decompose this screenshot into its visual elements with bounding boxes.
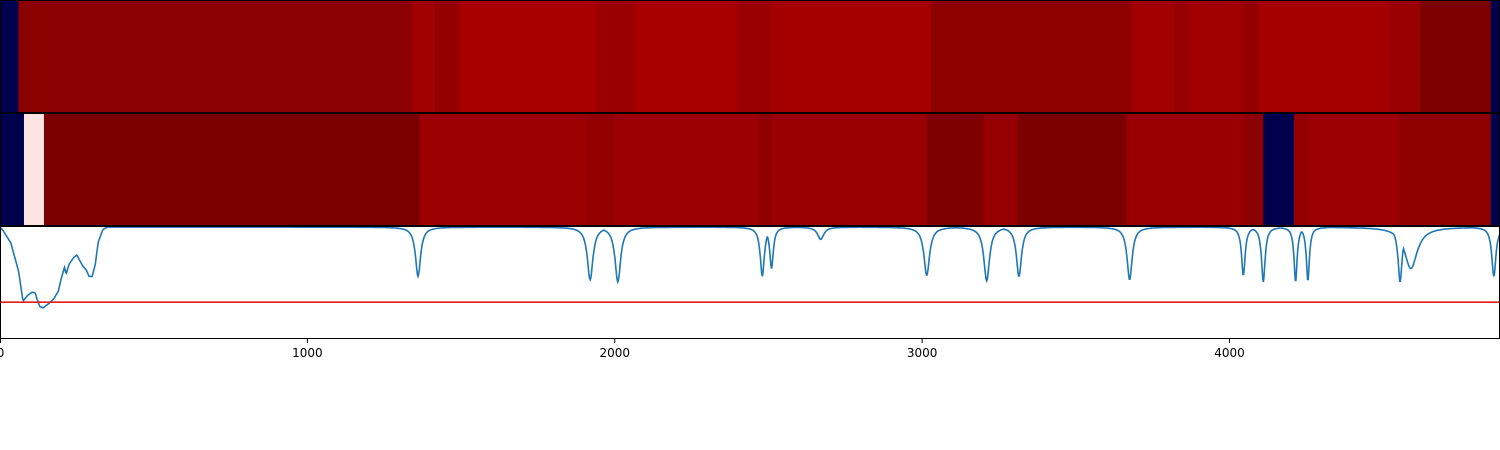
heatmap-cell-15 [1309, 113, 1400, 225]
heatmap-cell-11 [1174, 0, 1189, 112]
x-tick-label: 0 [0, 346, 4, 360]
heatmap-cell-2 [411, 0, 436, 112]
heatmap-cell-12 [1188, 0, 1244, 112]
x-axis: 0 1000 2000 3000 4000 [0, 338, 1245, 360]
heatmap-cell-4 [585, 113, 616, 225]
heatmap-cell-15 [1389, 0, 1421, 112]
heatmap-cell-12 [1243, 113, 1264, 225]
line-plot-panel [0, 226, 1500, 309]
heatmap-cell-7 [737, 0, 771, 112]
heatmap-cell-3 [419, 113, 587, 225]
heatmap-strip-top [0, 0, 1500, 112]
heatmap-cell-10 [1017, 113, 1128, 225]
x-tick-label: 1000 [292, 346, 323, 360]
heatmap-cell-8 [769, 0, 932, 112]
heatmap-cell-0 [0, 0, 20, 112]
heatmap-cell-17 [1490, 113, 1500, 225]
heatmap-cell-10 [1131, 0, 1175, 112]
heatmap-cell-13 [1243, 0, 1260, 112]
x-tick-label: 3000 [907, 346, 938, 360]
heatmap-cell-2 [43, 113, 421, 225]
heatmap-cell-6 [634, 0, 739, 112]
heatmap-cell-0 [0, 113, 25, 225]
heatmap-cell-6 [759, 113, 773, 225]
heatmap-cell-16 [1420, 0, 1492, 112]
heatmap-cell-1 [18, 0, 413, 112]
heatmap-cell-13 [1263, 113, 1295, 225]
heatmap-cell-17 [1490, 0, 1500, 112]
heatmap-cell-7 [771, 113, 928, 225]
line-plot-frame [0, 226, 1500, 339]
heatmap-cell-5 [614, 113, 760, 225]
x-tick-label: 4000 [1214, 346, 1245, 360]
heatmap-strip-middle [0, 113, 1500, 225]
heatmap-cell-5 [596, 0, 636, 112]
heatmap-cell-9 [983, 113, 1019, 225]
heatmap-cell-1 [23, 113, 45, 225]
x-tick-label: 2000 [599, 346, 630, 360]
heatmap-cell-3 [434, 0, 461, 112]
heatmap-cell-9 [931, 0, 1132, 112]
heatmap-cell-14 [1294, 113, 1311, 225]
heatmap-cell-8 [926, 113, 985, 225]
heatmap-cell-16 [1398, 113, 1492, 225]
series-line [0, 226, 1500, 309]
heatmap-cell-4 [459, 0, 597, 112]
heatmap-cell-14 [1258, 0, 1390, 112]
heatmap-cell-11 [1126, 113, 1244, 225]
